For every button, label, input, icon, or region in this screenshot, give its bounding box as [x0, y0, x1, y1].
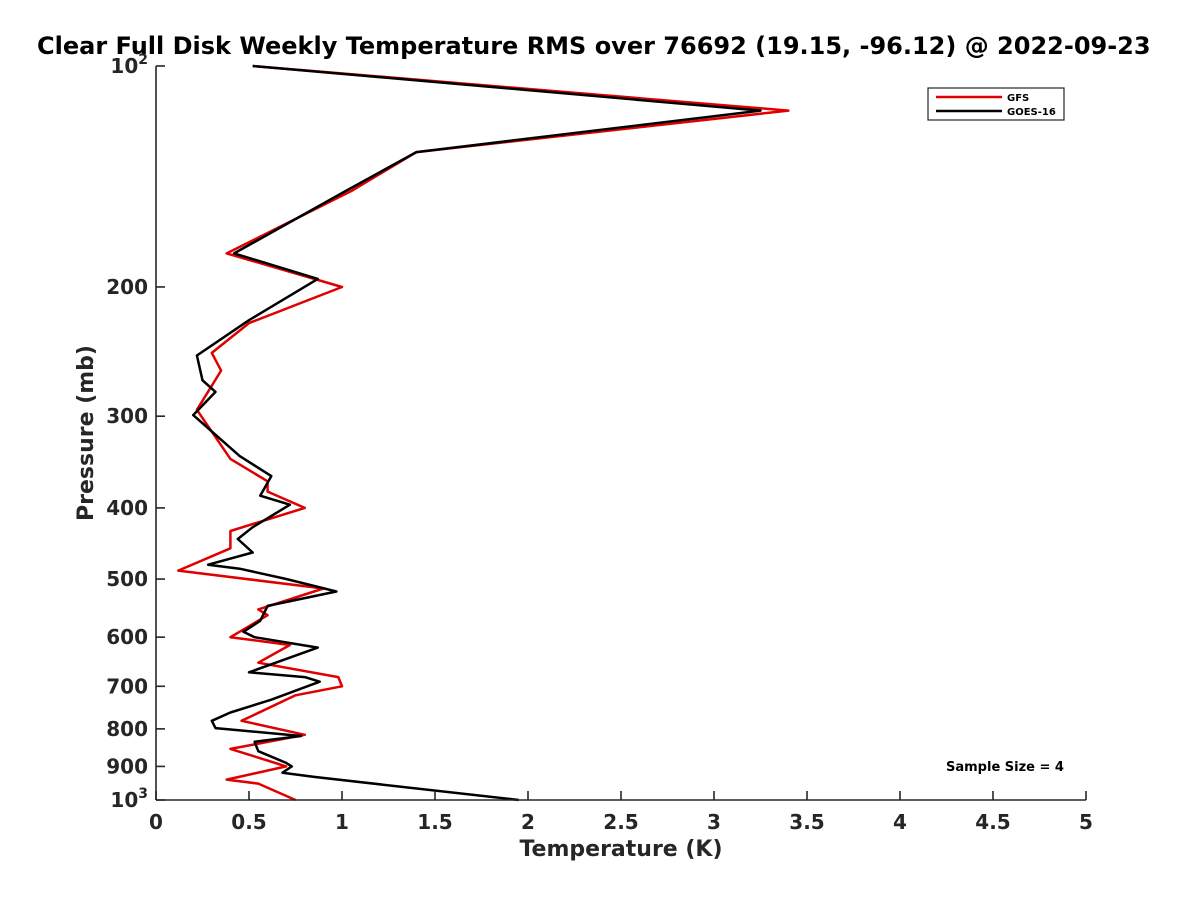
y-ticks: 102 200 300 400 500 600 700 800 900 103 — [106, 52, 165, 812]
legend-label-gfs: GFS — [1007, 93, 1029, 104]
y-tick-label: 200 — [106, 275, 148, 299]
y-tick-label: 800 — [106, 717, 148, 741]
y-tick-label: 900 — [106, 754, 148, 778]
y-tick-label: 400 — [106, 496, 148, 520]
x-tick-label: 0 — [149, 810, 163, 834]
series-line-gfs — [177, 64, 790, 802]
y-axis-label: Pressure (mb) — [74, 345, 99, 521]
legend-box — [927, 87, 1065, 121]
y-tick-label: 300 — [106, 404, 148, 428]
series-line-goes-16 — [191, 64, 762, 802]
x-tick-label: 2 — [521, 810, 535, 834]
x-axis-label: Temperature (K) — [519, 837, 722, 862]
chart-title: Clear Full Disk Weekly Temperature RMS o… — [37, 32, 1151, 60]
y-tick-label: 600 — [106, 625, 148, 649]
y-tick-label: 102 — [110, 52, 148, 78]
y-tick-label: 103 — [110, 786, 148, 812]
x-ticks: 0 0.5 1 1.5 2 2.5 3 3.5 4 4.5 5 — [149, 791, 1093, 834]
y-tick-label: 500 — [106, 567, 148, 591]
x-tick-label: 4 — [893, 810, 907, 834]
x-tick-label: 1.5 — [417, 810, 452, 834]
legend: GFS GOES-16 — [927, 87, 1065, 121]
sample-size-annotation: Sample Size = 4 — [946, 760, 1064, 775]
x-tick-label: 3.5 — [789, 810, 824, 834]
plot-lines — [177, 64, 790, 802]
x-tick-label: 0.5 — [231, 810, 266, 834]
y-tick-label: 700 — [106, 674, 148, 698]
x-tick-label: 2.5 — [603, 810, 638, 834]
x-tick-label: 1 — [335, 810, 349, 834]
x-tick-label: 4.5 — [975, 810, 1010, 834]
x-tick-label: 5 — [1079, 810, 1093, 834]
legend-label-goes16: GOES-16 — [1007, 107, 1056, 118]
x-tick-label: 3 — [707, 810, 721, 834]
